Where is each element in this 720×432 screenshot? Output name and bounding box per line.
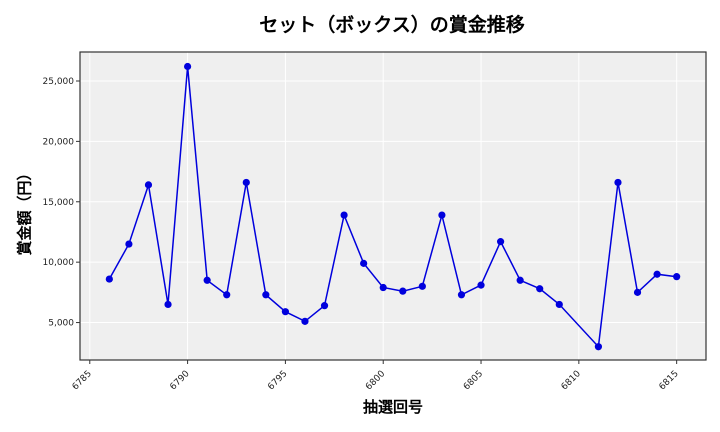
x-tick-label: 6785 <box>71 369 94 392</box>
x-tick-label: 6810 <box>560 369 583 392</box>
x-tick-label: 6815 <box>658 369 681 392</box>
data-point <box>262 291 270 299</box>
data-point <box>457 291 466 299</box>
data-point <box>633 288 642 296</box>
data-point <box>242 178 250 187</box>
data-point <box>536 285 544 293</box>
y-tick-label: 20,000 <box>43 137 75 147</box>
data-point <box>418 282 426 290</box>
y-axis-ticks: 5,000 10,000 15,000 20,000 25,000 <box>43 77 80 329</box>
plot-frame <box>79 51 707 361</box>
data-point <box>477 281 485 289</box>
y-tick-label: 10,000 <box>43 258 75 268</box>
data-point <box>105 275 113 283</box>
data-point <box>125 240 133 248</box>
data-point <box>516 276 524 284</box>
data-point <box>203 276 211 284</box>
data-point <box>144 181 153 189</box>
data-point <box>223 291 231 299</box>
data-point <box>594 343 603 351</box>
data-point <box>320 302 329 310</box>
data-point <box>614 178 622 187</box>
y-tick-label: 25,000 <box>43 77 75 87</box>
x-tick-label: 6790 <box>168 369 191 392</box>
chart-title: セット（ボックス）の賞金推移 <box>259 14 525 36</box>
plot-area <box>80 52 706 360</box>
data-series <box>105 62 681 351</box>
x-axis-label: 抽選回号 <box>362 398 423 416</box>
x-tick-label: 6805 <box>462 369 485 392</box>
x-tick-label: 6800 <box>364 369 387 392</box>
data-point <box>164 300 172 309</box>
x-axis-ticks: 6785 6790 6795 6800 6805 6810 6815 <box>71 360 681 392</box>
data-point <box>673 273 681 281</box>
data-point <box>340 211 348 219</box>
data-point <box>301 317 309 325</box>
data-point <box>555 300 563 309</box>
y-tick-label: 5,000 <box>48 319 74 329</box>
data-point <box>653 270 661 278</box>
x-tick-label: 6795 <box>266 369 289 392</box>
data-point <box>281 308 290 316</box>
y-tick-label: 15,000 <box>43 198 75 208</box>
data-point <box>360 259 368 267</box>
data-point <box>379 283 387 292</box>
data-point <box>496 238 505 246</box>
data-point <box>399 287 407 295</box>
data-point <box>183 62 192 71</box>
data-point <box>438 211 446 219</box>
